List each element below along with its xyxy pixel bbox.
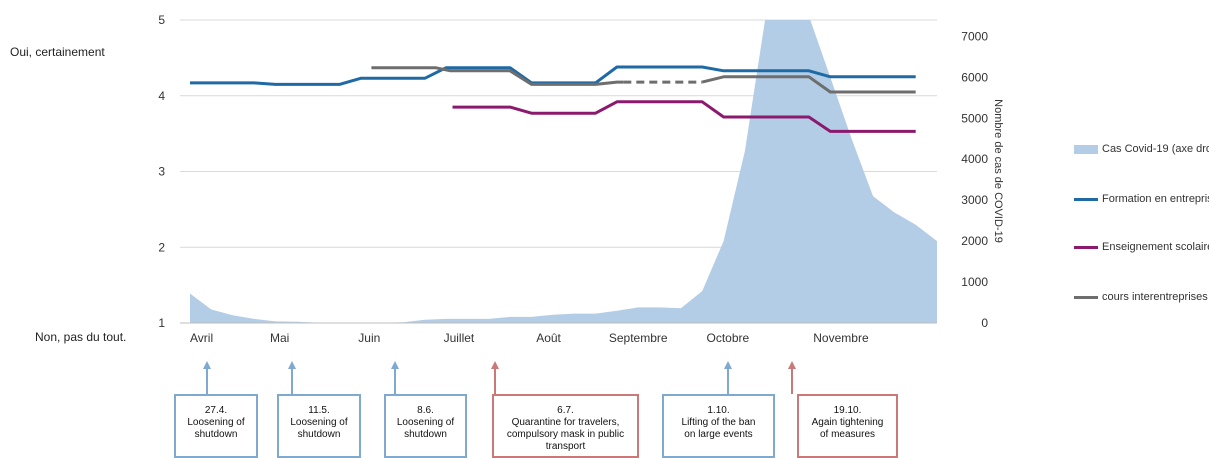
annotation-text: shutdown [404,429,447,440]
annotation-text: Loosening of [290,417,348,428]
legend-line-swatch [1074,198,1098,201]
left-tick-label: 1 [158,316,165,330]
annotation-box: 19.10. Again tightening of measures [797,394,898,458]
right-tick-label: 6000 [961,70,988,84]
annotation-text: transport [545,441,586,452]
left-tick-label: 2 [158,240,165,254]
annotation-text: 8.6. [417,405,434,416]
annotation-box: 8.6. Loosening of shutdown [384,394,467,458]
x-tick-label: Novembre [813,331,869,345]
annotation-text: 11.5. [308,405,330,416]
legend-label: Formation en entreprise [1102,193,1209,205]
annotation-text: 1.10. [707,405,730,416]
right-tick-label: 4000 [961,152,988,166]
legend-line-swatch [1074,296,1098,299]
left-tick-label: 3 [158,165,165,179]
x-tick-label: Octobre [706,331,749,345]
annotation-text: 19.10. [833,405,862,416]
right-tick-label: 0 [981,316,988,330]
left-tick-label: 4 [158,89,165,103]
legend-label: Cas Covid-19 (axe droit) [1102,143,1209,155]
right-axis-title-text: Nombre de cas de COVID-19 [992,99,1004,243]
right-tick-label: 3000 [961,193,988,207]
series-lines [190,65,916,133]
series-line [190,65,916,86]
annotation-text: of measures [819,429,876,440]
annotation-text: shutdown [194,429,238,440]
x-tick-label: Juin [358,331,380,345]
legend-label: Enseignement scolaire [1102,241,1209,253]
annotation-box: 27.4. Loosening of shutdown [174,394,258,458]
annotation-text: shutdown [297,429,341,440]
right-tick-label: 2000 [961,234,988,248]
x-tick-label: Septembre [609,331,668,345]
annotation-text: on large events [684,429,753,440]
x-tick-label: Août [536,331,561,345]
covid-cases-area [190,20,937,323]
annotation-text: Loosening of [396,417,455,428]
area-cas-covid [190,20,937,323]
x-tick-label: Mai [270,331,289,345]
annotation-text: Loosening of [187,417,245,428]
annotation-text: 6.7. [557,405,574,416]
x-tick-label: Avril [190,331,213,345]
series-line [452,100,916,133]
annotation-text: Quarantine for travelers, [511,417,620,428]
axes: 1 2 3 4 5 0 1000 2000 3000 4000 5000 6000 7000 Avril M… [158,13,988,345]
annotation-box: 11.5. Loosening of shutdown [277,394,361,458]
left-axis-top-label: Oui, certainement [10,45,105,59]
annotation-box: 6.7. Quarantine for travelers, compulsory … [492,394,639,458]
annotation-box: 1.10. Lifting of the ban on large events [662,394,775,458]
series-line [371,66,624,86]
left-tick-label: 5 [158,13,165,27]
series-line [701,75,916,94]
right-tick-label: 5000 [961,111,988,125]
x-tick-label: Juillet [444,331,475,345]
legend-area-swatch [1074,145,1098,154]
legend-line-swatch [1074,246,1098,249]
left-axis-bottom-label: Non, pas du tout. [35,330,127,344]
legend-label: cours interentreprises [1102,291,1208,303]
annotation-text: Lifting of the ban [681,417,756,428]
annotation-text: Again tightening [811,417,884,428]
annotation-text: 27.4. [204,405,228,416]
right-tick-label: 7000 [961,29,988,43]
right-tick-label: 1000 [961,275,988,289]
annotation-text: compulsory mask in public [506,429,625,440]
